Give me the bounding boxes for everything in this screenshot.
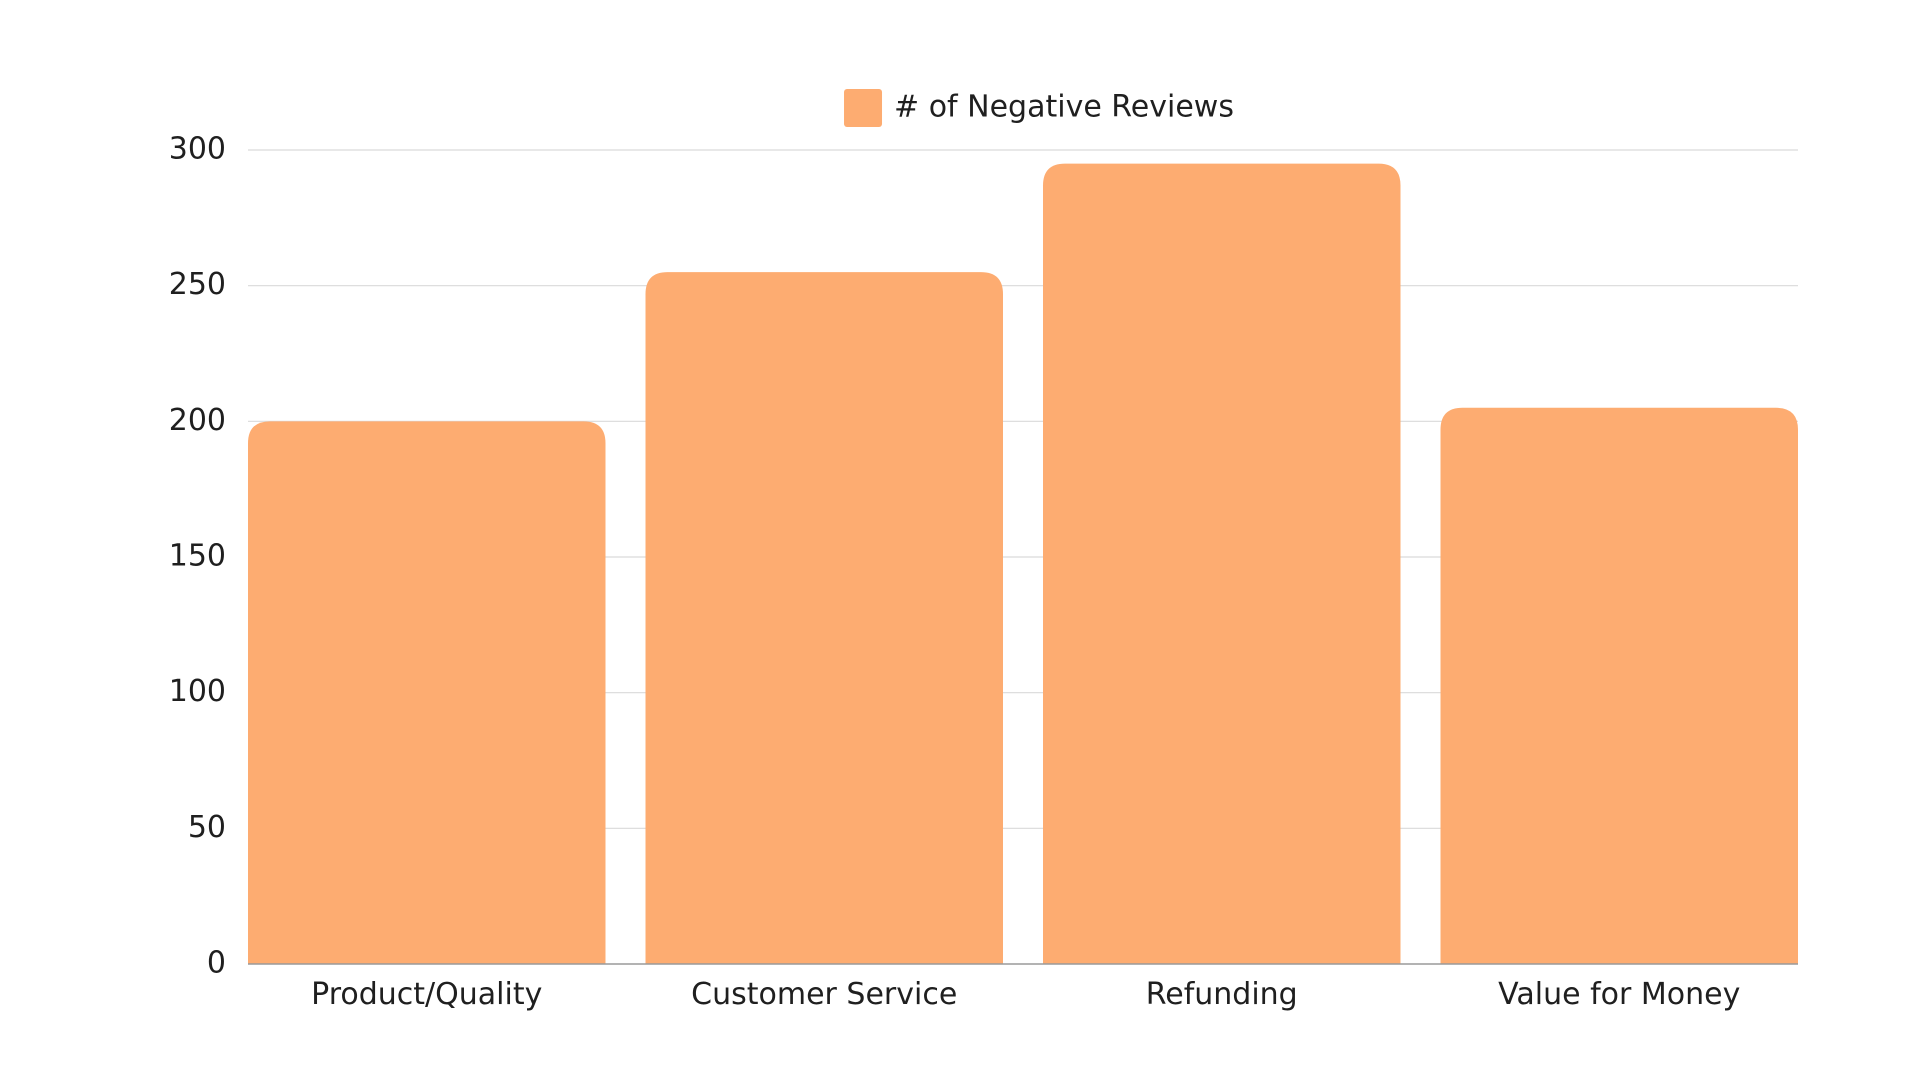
bar-value-for-money (1440, 407, 1798, 964)
legend-swatch (844, 89, 883, 127)
x-axis-category-labels: Product/Quality Customer Service Refunding… (311, 977, 1740, 1012)
x-category-label: Customer Service (691, 977, 957, 1012)
y-tick-label: 100 (169, 674, 226, 709)
x-category-label: Value for Money (1498, 977, 1740, 1012)
y-tick-label: 150 (169, 539, 226, 574)
legend: # of Negative Reviews (844, 89, 1234, 127)
bars (248, 163, 1798, 965)
y-tick-label: 250 (169, 267, 226, 302)
bar-customer-service (645, 272, 1003, 965)
x-category-label: Product/Quality (311, 977, 542, 1012)
y-axis-tick-labels: 0 50 100 150 200 250 300 (169, 132, 226, 981)
y-tick-label: 300 (169, 132, 226, 167)
bar-product-quality (248, 421, 606, 964)
y-tick-label: 0 (207, 946, 226, 981)
bar-refunding (1043, 163, 1401, 965)
y-tick-label: 50 (188, 810, 226, 845)
legend-label: # of Negative Reviews (894, 90, 1234, 125)
y-tick-label: 200 (169, 403, 226, 438)
x-category-label: Refunding (1146, 977, 1298, 1012)
